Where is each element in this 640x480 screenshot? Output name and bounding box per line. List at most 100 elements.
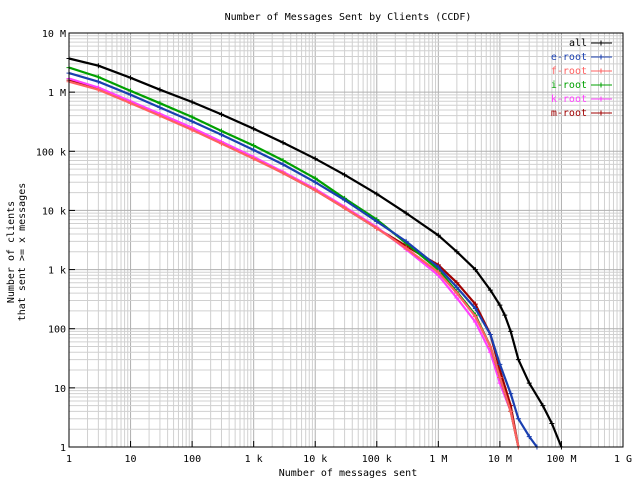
data-point [508,408,514,414]
data-point [435,269,441,275]
data-point [312,156,318,162]
legend-label: m-root [551,108,587,119]
x-tick-label: 100 [183,454,201,465]
legend-swatch-marker [598,40,604,46]
data-point [487,287,493,293]
data-point [189,118,195,124]
data-point [95,79,101,85]
data-point [403,245,409,251]
legend-label: f-root [551,66,587,77]
x-tick-label: 100 k [362,454,392,465]
data-point [454,284,460,290]
data-point [374,225,380,231]
data-point [454,280,460,286]
data-point [515,416,521,422]
data-point [157,104,163,110]
y-axis-ticks: 1 10 100 1 k 10 k 100 k 1 M 10 M [36,29,75,454]
legend-item-i-root: i-root [551,80,612,91]
legend-item-e-root: e-root [551,52,612,63]
legend: all e-root f-root i-root k-root m-root [551,38,612,119]
data-point [497,302,503,308]
data-point [280,170,286,176]
x-tick-label: 100 M [546,454,576,465]
x-axis-ticks: 1 10 100 1 k 10 k 100 k 1 M 10 M 100 M 1 G [66,441,632,465]
data-point [403,210,409,216]
legend-label: k-root [551,94,587,105]
data-point [435,232,441,238]
x-tick-label: 1 G [614,454,632,465]
data-point [472,301,478,307]
data-point [157,113,163,119]
y-axis-label-line1: Number of clients [6,201,17,303]
data-point [189,99,195,105]
legend-swatch-marker [598,110,604,116]
data-point [508,328,514,334]
y-tick-label: 10 M [42,29,66,40]
data-point [128,75,134,81]
data-point [280,161,286,167]
y-tick-label: 1 k [48,266,66,277]
data-point [454,249,460,255]
data-point [454,290,460,296]
series-line-all [68,57,563,448]
x-tick-label: 1 k [245,454,263,465]
data-point [95,63,101,69]
plot-frame [68,32,624,448]
data-point [342,172,348,178]
data-point [487,344,493,350]
data-point [472,314,478,320]
x-axis-label: Number of messages sent [279,468,417,479]
data-point [128,100,134,106]
data-point [403,238,409,244]
series-line-f-root [68,80,520,448]
data-point [342,205,348,211]
series-layer [66,56,564,450]
data-point [472,305,478,311]
y-tick-label: 100 [48,325,66,336]
legend-swatch-marker [598,96,604,102]
data-point [515,357,521,363]
data-point [280,140,286,146]
data-point [218,111,224,117]
legend-swatch-marker [598,54,604,60]
data-point [251,147,257,153]
data-point [312,179,318,185]
legend-item-m-root: m-root [551,108,612,119]
data-point [251,143,257,149]
data-point [540,403,546,409]
legend-label: all [569,38,587,49]
data-point [95,74,101,80]
legend-label: e-root [551,52,587,63]
series-all [66,56,564,450]
y-tick-label: 10 k [42,206,66,217]
data-point [157,100,163,106]
y-axis-label-line2: that sent >= x messages [17,183,28,321]
data-point [128,92,134,98]
data-point [312,187,318,193]
x-tick-label: 10 M [488,454,512,465]
data-point [508,391,514,397]
y-tick-label: 1 M [48,88,66,99]
data-point [454,295,460,301]
data-point [549,420,555,426]
legend-item-all: all [569,38,612,49]
y-tick-label: 1 [60,443,66,454]
series-e-root [66,70,540,450]
data-point [95,87,101,93]
data-point [497,361,503,367]
x-tick-label: 10 [125,454,137,465]
y-axis-label: Number of clients that sent >= x message… [6,183,28,321]
y-tick-label: 10 [54,384,66,395]
y-tick-label: 100 k [36,147,66,158]
grid-lines [68,33,623,448]
data-point [251,126,257,132]
data-point [526,380,532,386]
x-tick-label: 1 M [429,454,447,465]
data-point [472,267,478,273]
data-point [526,434,532,440]
legend-swatch-marker [598,82,604,88]
legend-label: i-root [551,80,587,91]
data-point [218,132,224,138]
legend-item-f-root: f-root [551,66,612,77]
